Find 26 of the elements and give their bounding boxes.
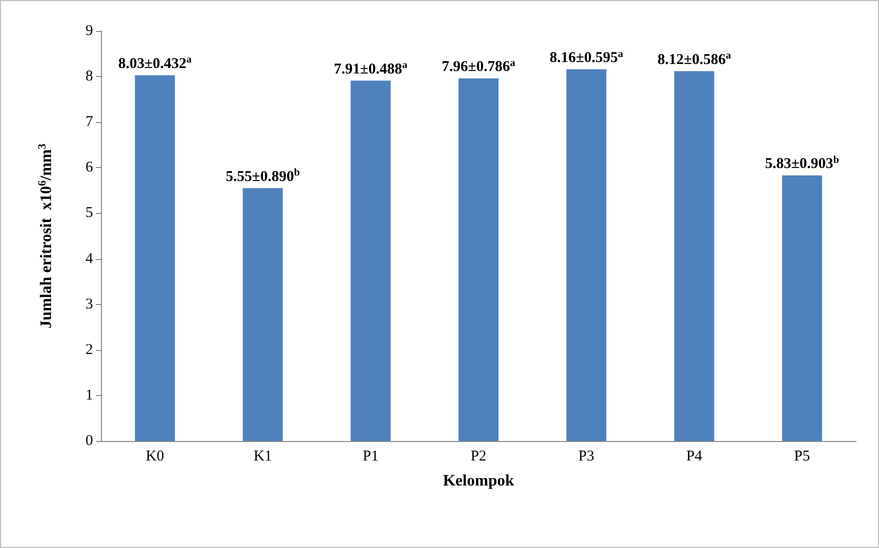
x-tick-label: P3 bbox=[578, 448, 594, 464]
bar bbox=[134, 75, 175, 441]
y-tick-label: 3 bbox=[86, 296, 93, 312]
bar bbox=[566, 69, 606, 441]
y-axis-title: Jumlah eritrosit x106/mm3 bbox=[36, 143, 55, 328]
y-tick-label: 4 bbox=[86, 250, 94, 267]
x-tick-label: P5 bbox=[794, 448, 810, 464]
x-tick-label: P4 bbox=[686, 448, 703, 464]
bar bbox=[782, 175, 822, 441]
y-tick-label: 9 bbox=[86, 23, 93, 39]
y-tick-label: 7 bbox=[86, 114, 94, 130]
bar bbox=[242, 188, 283, 441]
bar bbox=[458, 78, 498, 441]
x-tick-label: K0 bbox=[146, 448, 164, 464]
x-tick-label: P1 bbox=[362, 448, 379, 464]
x-tick-label: P2 bbox=[470, 448, 486, 464]
x-axis-title: Kelompok bbox=[442, 472, 514, 490]
x-tick-label: K1 bbox=[254, 448, 272, 464]
y-tick-label: 0 bbox=[86, 433, 93, 449]
bar bbox=[350, 80, 391, 441]
bar bbox=[674, 71, 714, 441]
y-tick-label: 1 bbox=[86, 387, 93, 404]
y-tick-label: 5 bbox=[86, 205, 93, 222]
y-tick-label: 2 bbox=[86, 342, 93, 358]
y-tick-label: 8 bbox=[86, 68, 93, 85]
y-tick-label: 6 bbox=[86, 160, 94, 176]
